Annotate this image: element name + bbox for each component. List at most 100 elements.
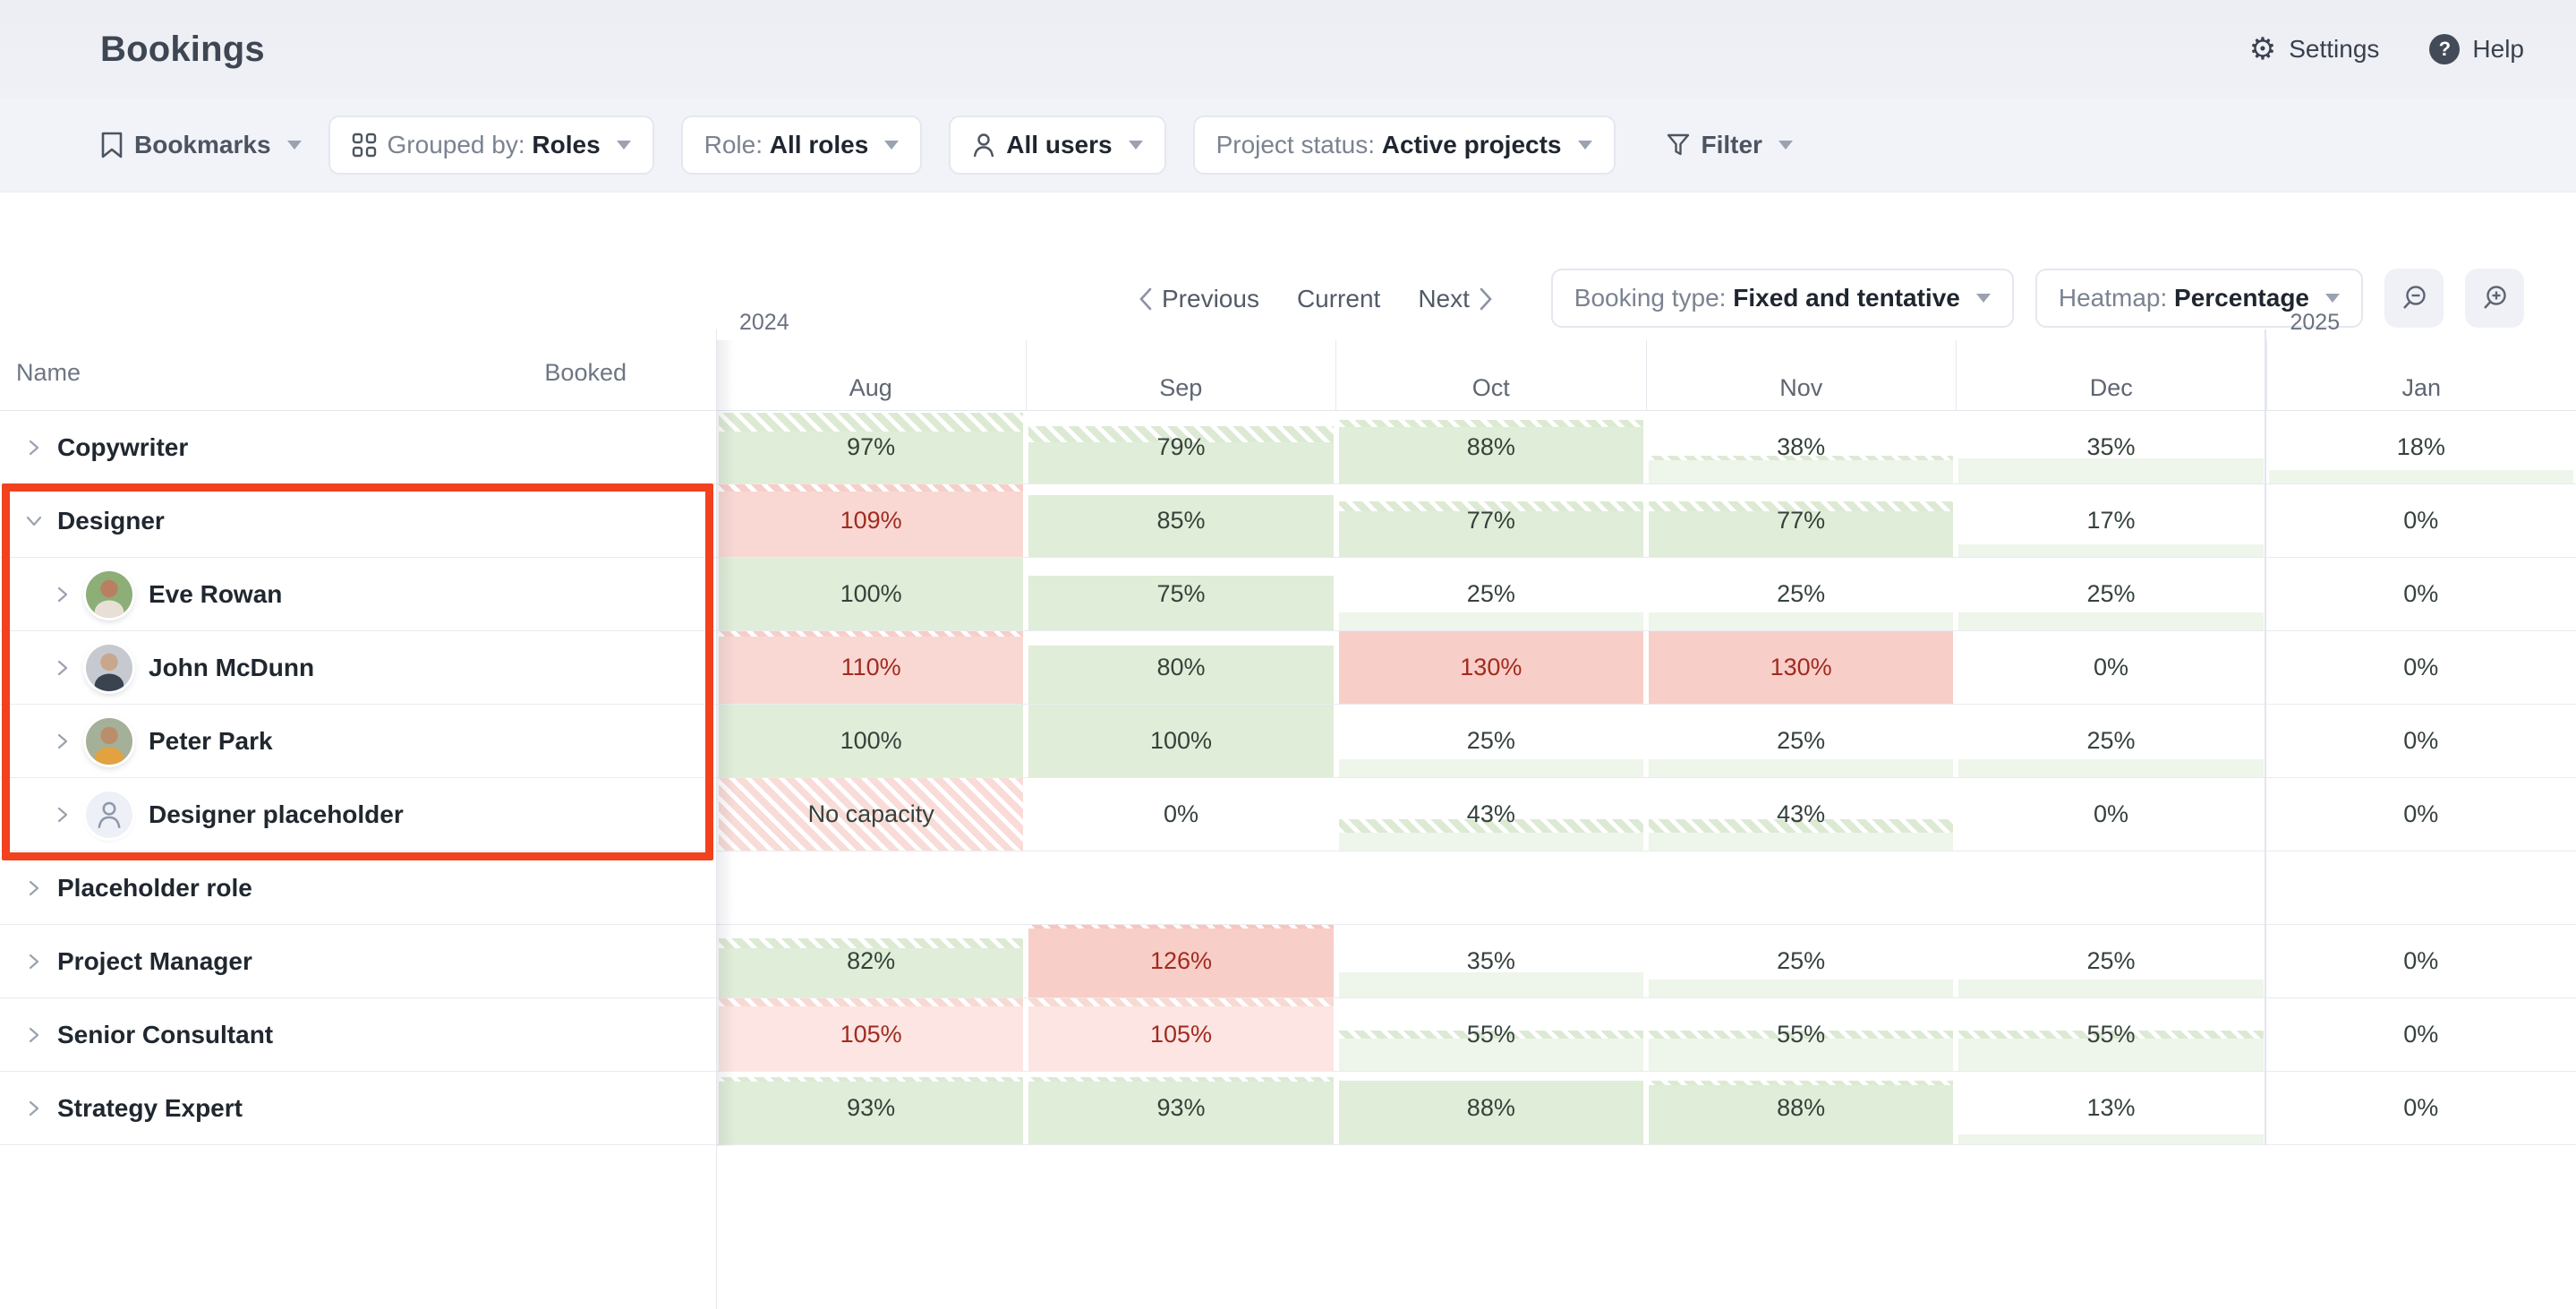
grouped-by-dropdown[interactable]: Grouped by: Roles [328, 116, 654, 175]
name-cell[interactable]: Peter Park [0, 705, 716, 777]
grid-header: Name Booked Aug 2024 Sep Oct Nov Dec Jan 2025 [0, 310, 2576, 411]
heatmap-row-cells: 105% 105% 55% 55% 55% 0% [716, 998, 2576, 1071]
month-label: Sep [1159, 374, 1203, 401]
role-row-copywriter: Copywriter 97% 79% 88% 38% 35% 18% [0, 411, 2576, 484]
help-label: Help [2472, 35, 2524, 63]
current-button[interactable]: Current [1297, 285, 1380, 313]
bookmarks-dropdown[interactable]: Bookmarks [100, 131, 302, 159]
heatmap-value: 25% [1777, 727, 1826, 754]
heatmap-cell-sep [1026, 851, 1335, 924]
name-cell[interactable]: Senior Consultant [0, 998, 716, 1071]
heatmap-cell-oct: 35% [1336, 925, 1646, 997]
chevron-right-icon[interactable] [25, 953, 43, 971]
chevron-right-icon[interactable] [25, 1026, 43, 1044]
heatmap-cell-aug: 109% [716, 484, 1026, 557]
heatmap-cell-nov: 77% [1646, 484, 1956, 557]
heatmap-value: 100% [840, 727, 902, 754]
heatmap-value: 0% [2403, 947, 2439, 974]
chevron-down-icon [1975, 294, 1991, 303]
settings-button[interactable]: ⚙ Settings [2249, 34, 2380, 64]
name-cell[interactable]: Designer [0, 484, 716, 557]
booking-type-dropdown[interactable]: Booking type: Fixed and tentative [1550, 269, 2014, 328]
zoom-out-button[interactable] [2384, 269, 2444, 328]
heatmap-value: 110% [840, 654, 901, 680]
zoom-out-icon [2403, 286, 2426, 309]
name-cell[interactable]: John McDunn [0, 631, 716, 704]
heatmap-cell-oct: 77% [1336, 484, 1646, 557]
heatmap-cell-nov: 38% [1646, 411, 1956, 483]
panel-divider [716, 329, 717, 1309]
heatmap-value: 0% [2403, 800, 2439, 827]
zoom-in-button[interactable] [2465, 269, 2524, 328]
help-icon: ? [2429, 34, 2461, 64]
name-cell[interactable]: Project Manager [0, 925, 716, 997]
member-row-eve-rowan: Eve Rowan 100% 75% 25% 25% 25% 0% [0, 558, 2576, 631]
users-dropdown[interactable]: All users [949, 116, 1166, 175]
chevron-down-icon [2325, 294, 2340, 303]
heatmap-row-cells: 110% 80% 130% 130% 0% 0% [716, 631, 2576, 704]
heatmap-value: 25% [1466, 580, 1515, 607]
heatmap-value: 0% [2403, 654, 2439, 680]
settings-label: Settings [2289, 35, 2380, 63]
heatmap-cell-aug: No capacity [716, 778, 1026, 851]
role-dropdown[interactable]: Role: All roles [680, 116, 923, 175]
heatmap-cell-nov: 43% [1646, 778, 1956, 851]
avatar [86, 570, 132, 618]
heatmap-dropdown[interactable]: Heatmap: Percentage [2034, 269, 2363, 328]
zoom-in-icon [2484, 286, 2506, 309]
heatmap-value: 0% [2403, 1094, 2439, 1121]
chevron-right-icon[interactable] [25, 439, 43, 457]
month-label: Jan [2401, 374, 2442, 401]
top-bar: Bookings ⚙ Settings ? Help [0, 0, 2576, 98]
member-name: Designer placeholder [149, 800, 404, 828]
heatmap-value: 17% [2086, 507, 2136, 534]
heatmap-cell-nov: 130% [1646, 631, 1956, 704]
name-cell[interactable]: Copywriter [0, 411, 716, 483]
name-cell[interactable]: Eve Rowan [0, 558, 716, 630]
heatmap-cell-jan: 0% [2266, 484, 2576, 557]
chevron-right-icon[interactable] [54, 732, 72, 750]
chevron-down-icon[interactable] [25, 512, 43, 530]
help-button[interactable]: ? Help [2429, 34, 2524, 64]
avatar [86, 644, 132, 691]
heatmap-cell-aug: 97% [716, 411, 1026, 483]
chevron-down-icon [286, 141, 302, 150]
heatmap-value: 25% [2086, 947, 2136, 974]
booked-column-header: Booked [544, 359, 627, 386]
heatmap-cell-sep: 75% [1026, 558, 1335, 630]
heatmap-row-cells: 109% 85% 77% 77% 17% 0% [716, 484, 2576, 557]
heatmap-cell-dec: 25% [1956, 558, 2265, 630]
role-row-strategy-expert: Strategy Expert 93% 93% 88% 88% 13% 0% [0, 1072, 2576, 1145]
heatmap-cell-aug: 93% [716, 1072, 1026, 1144]
chevron-right-icon[interactable] [25, 879, 43, 897]
previous-button[interactable]: Previous [1139, 285, 1259, 313]
chevron-right-icon[interactable] [54, 659, 72, 677]
heatmap-value: No capacity [807, 800, 934, 827]
filters-bar: Bookmarks Grouped by: Roles Role: All ro… [0, 98, 2576, 192]
heatmap-row-cells: 100% 75% 25% 25% 25% 0% [716, 558, 2576, 630]
timeline-nav: Previous Current Next [1139, 285, 1493, 313]
heatmap-row-cells: 93% 93% 88% 88% 13% 0% [716, 1072, 2576, 1144]
grouped-by-prefix: Grouped by: [387, 131, 533, 158]
heatmap-value: 0% [2093, 800, 2128, 827]
heatmap-cell-oct: 25% [1336, 705, 1646, 777]
bookmark-icon [101, 132, 123, 158]
name-cell[interactable]: Placeholder role [0, 851, 716, 924]
heatmap-cell-nov: 55% [1646, 998, 1956, 1071]
topbar-actions: ⚙ Settings ? Help [2249, 34, 2524, 64]
chevron-right-icon[interactable] [54, 586, 72, 603]
next-button[interactable]: Next [1418, 285, 1493, 313]
heatmap-cell-jan: 0% [2266, 631, 2576, 704]
name-cell[interactable]: Designer placeholder [0, 778, 716, 851]
heatmap-cell-nov: 25% [1646, 925, 1956, 997]
heatmap-row-cells: 100% 100% 25% 25% 25% 0% [716, 705, 2576, 777]
year-separator [2265, 329, 2266, 1145]
name-cell[interactable]: Strategy Expert [0, 1072, 716, 1144]
heatmap-cell-sep: 79% [1026, 411, 1335, 483]
chevron-right-icon[interactable] [25, 1099, 43, 1117]
filter-dropdown[interactable]: Filter [1666, 131, 1793, 159]
placeholder-person-icon [86, 791, 132, 838]
project-status-dropdown[interactable]: Project status: Active projects [1192, 116, 1616, 175]
chevron-right-icon[interactable] [54, 806, 72, 824]
